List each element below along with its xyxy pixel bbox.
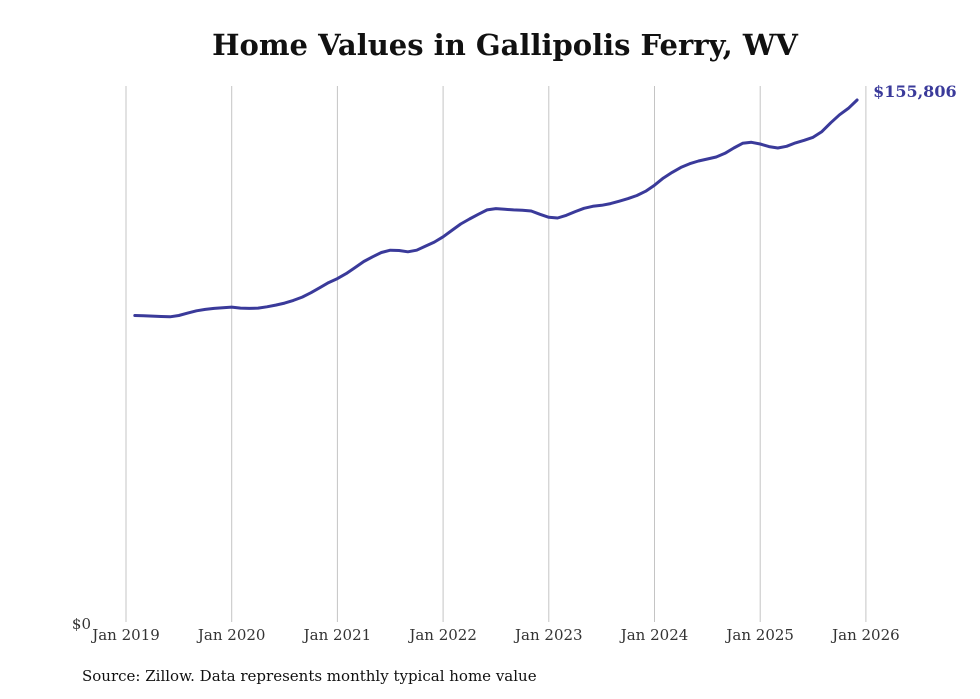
x-axis-ticks: Jan 2019 Jan 2020 Jan 2021 Jan 2022 Jan 2023…	[90, 626, 899, 644]
x-tick-jan-2019: Jan 2019	[90, 626, 160, 644]
x-tick-jan-2020: Jan 2020	[196, 626, 266, 644]
x-tick-jan-2025: Jan 2025	[724, 626, 794, 644]
end-value-label: $155,806	[873, 82, 957, 101]
source-note: Source: Zillow. Data represents monthly …	[82, 667, 537, 685]
series-line-typical-home-value	[133, 98, 859, 319]
x-tick-jan-2021: Jan 2021	[302, 626, 372, 644]
x-tick-jan-2026: Jan 2026	[830, 626, 900, 644]
grid-lines	[125, 86, 867, 622]
chart-title: Home Values in Gallipolis Ferry, WV	[212, 28, 798, 62]
x-tick-jan-2024: Jan 2024	[619, 626, 689, 644]
x-tick-jan-2023: Jan 2023	[513, 626, 583, 644]
x-tick-jan-2022: Jan 2022	[407, 626, 477, 644]
y-axis-tick-zero: $0	[72, 615, 91, 633]
